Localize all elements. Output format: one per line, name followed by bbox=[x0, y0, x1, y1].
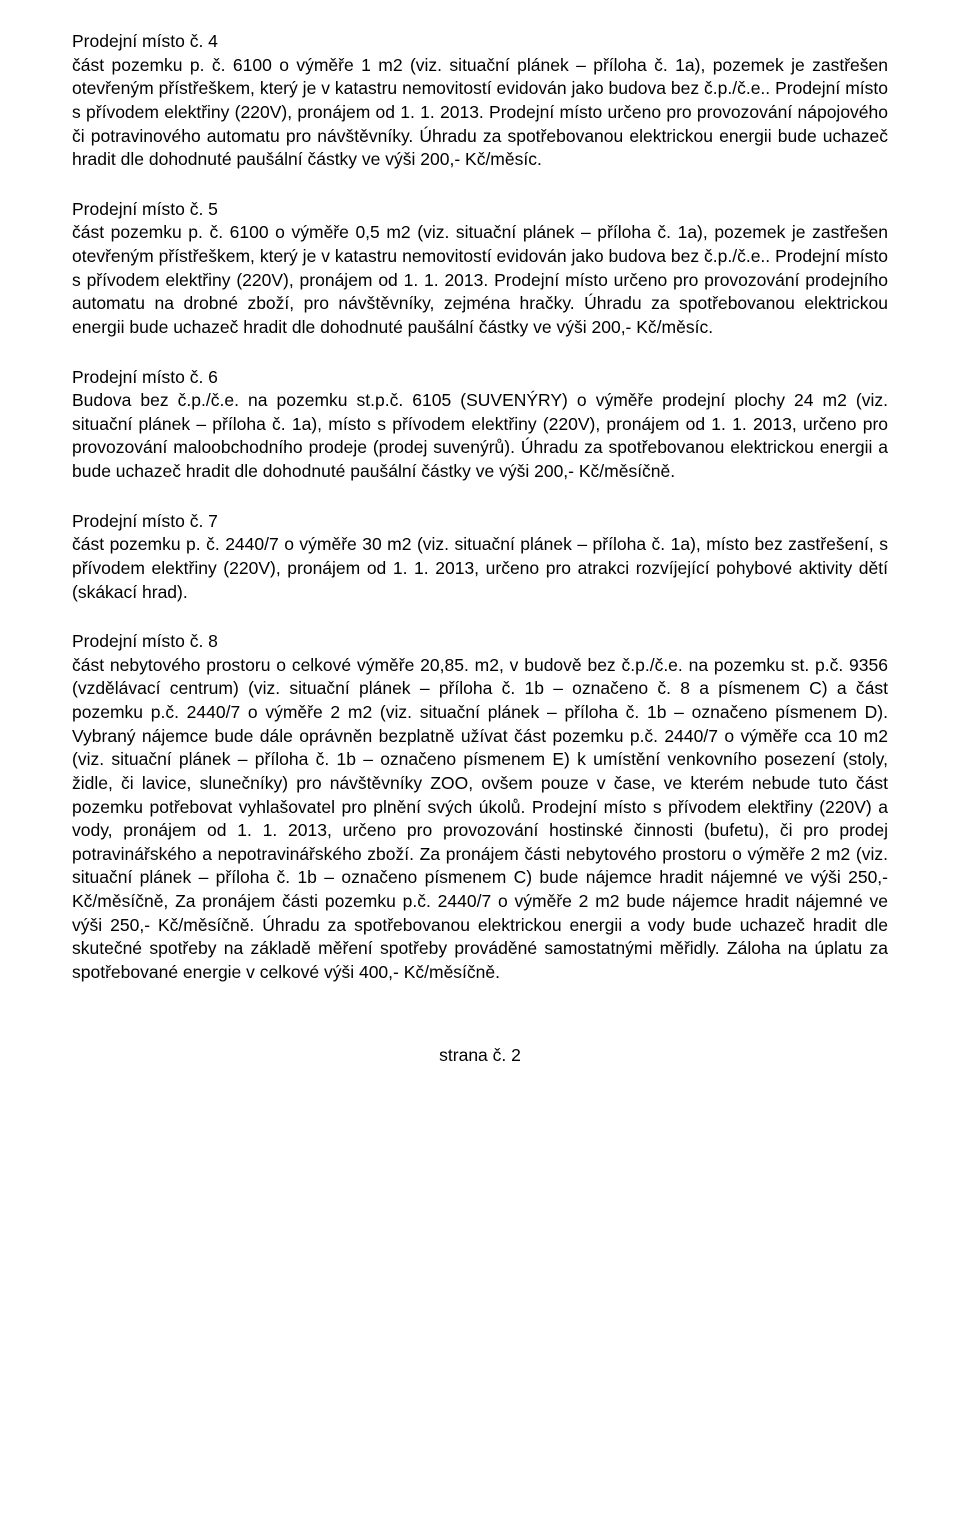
section-6-body: Budova bez č.p./č.e. na pozemku st.p.č. … bbox=[72, 389, 888, 484]
section-8: Prodejní místo č. 8 část nebytového pros… bbox=[72, 630, 888, 984]
section-4: Prodejní místo č. 4 část pozemku p. č. 6… bbox=[72, 30, 888, 172]
section-5-body: část pozemku p. č. 6100 o výměře 0,5 m2 … bbox=[72, 221, 888, 339]
section-8-body: část nebytového prostoru o celkové výměř… bbox=[72, 654, 888, 985]
document-body: Prodejní místo č. 4 část pozemku p. č. 6… bbox=[72, 30, 888, 1066]
page-footer: strana č. 2 bbox=[72, 1045, 888, 1066]
section-4-body: část pozemku p. č. 6100 o výměře 1 m2 (v… bbox=[72, 54, 888, 172]
section-7-heading: Prodejní místo č. 7 bbox=[72, 510, 888, 534]
section-7: Prodejní místo č. 7 část pozemku p. č. 2… bbox=[72, 510, 888, 605]
section-7-body: část pozemku p. č. 2440/7 o výměře 30 m2… bbox=[72, 533, 888, 604]
section-8-heading: Prodejní místo č. 8 bbox=[72, 630, 888, 654]
section-6-heading: Prodejní místo č. 6 bbox=[72, 366, 888, 390]
section-5-heading: Prodejní místo č. 5 bbox=[72, 198, 888, 222]
section-5: Prodejní místo č. 5 část pozemku p. č. 6… bbox=[72, 198, 888, 340]
section-6: Prodejní místo č. 6 Budova bez č.p./č.e.… bbox=[72, 366, 888, 484]
section-4-heading: Prodejní místo č. 4 bbox=[72, 30, 888, 54]
